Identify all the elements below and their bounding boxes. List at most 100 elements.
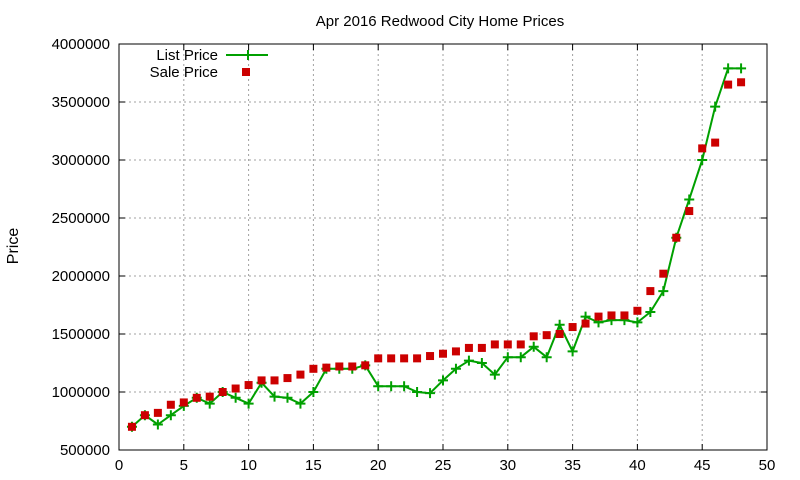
data-point-plus <box>515 352 526 363</box>
data-point-square <box>555 330 564 338</box>
legend-label-sale-price: Sale Price <box>150 64 218 81</box>
y-tick-label: 1000000 <box>52 384 110 401</box>
data-point-plus <box>502 352 513 363</box>
axes <box>118 43 768 451</box>
data-point-square <box>270 376 279 385</box>
data-point-square <box>140 411 149 420</box>
data-point-square <box>633 306 642 315</box>
data-point-square <box>529 332 538 341</box>
data-point-square <box>218 388 227 396</box>
data-point-plus <box>554 319 565 330</box>
data-point-plus <box>541 352 552 363</box>
data-point-plus <box>723 63 734 74</box>
data-point-plus <box>658 286 669 297</box>
data-point-plus <box>567 346 578 357</box>
y-tick-label: 3000000 <box>52 152 110 169</box>
data-point-square <box>400 354 409 363</box>
legend-marker-sale-price <box>242 68 250 76</box>
data-point-square <box>127 422 136 431</box>
data-point-square <box>296 370 305 379</box>
x-tick-label: 45 <box>694 457 711 474</box>
series-layer <box>126 63 747 432</box>
y-tick-label: 2500000 <box>52 210 110 227</box>
series-sale-price <box>127 78 746 431</box>
data-point-square <box>335 362 344 371</box>
data-point-plus <box>463 355 474 366</box>
tick-labels: 0 5 10 15 20 25 30 35 40 45 50 500000 1000000 1500000… <box>52 36 776 474</box>
data-point-plus <box>684 194 695 205</box>
data-point-square <box>672 233 681 242</box>
data-point-plus <box>645 306 656 317</box>
y-tick-label: 3500000 <box>52 94 110 111</box>
data-point-plus <box>152 419 163 430</box>
data-point-plus <box>386 381 397 392</box>
data-point-plus <box>450 363 461 374</box>
data-point-plus <box>269 391 280 402</box>
data-point-square <box>724 80 733 89</box>
data-point-square <box>516 340 525 349</box>
data-point-plus <box>308 387 319 397</box>
data-point-plus <box>736 63 747 74</box>
y-tick-label: 1500000 <box>52 326 110 343</box>
legend: List Price Sale Price <box>150 47 268 81</box>
data-point-square <box>322 363 331 372</box>
data-point-square <box>607 311 616 320</box>
data-point-square <box>490 340 499 349</box>
data-point-square <box>179 398 188 407</box>
data-point-plus <box>373 381 384 392</box>
y-axis-label: Price <box>5 228 22 265</box>
data-point-square <box>477 343 486 352</box>
data-point-plus <box>528 341 539 352</box>
data-point-square <box>464 343 473 352</box>
data-point-plus <box>476 358 487 368</box>
grid <box>119 44 767 450</box>
data-point-square <box>257 376 266 385</box>
data-point-square <box>283 374 292 383</box>
data-point-square <box>426 352 435 361</box>
data-point-square <box>503 340 512 349</box>
data-point-square <box>361 361 370 370</box>
legend-label-list-price: List Price <box>156 47 218 64</box>
data-point-plus <box>425 388 436 399</box>
x-tick-label: 15 <box>305 457 322 474</box>
legend-marker-list-price <box>243 50 253 60</box>
data-point-plus <box>295 398 306 409</box>
data-point-plus <box>243 398 254 409</box>
data-point-plus <box>438 375 448 386</box>
data-point-square <box>698 144 707 153</box>
x-tick-label: 10 <box>240 457 257 474</box>
data-point-square <box>231 384 240 393</box>
data-point-square <box>594 312 603 321</box>
data-point-square <box>309 364 318 373</box>
data-point-plus <box>399 381 410 392</box>
data-point-plus <box>165 410 176 421</box>
data-point-plus <box>282 392 293 403</box>
data-point-square <box>568 323 577 332</box>
data-point-square <box>581 319 590 328</box>
data-point-square <box>374 354 383 363</box>
data-point-square <box>737 78 746 87</box>
data-point-square <box>413 354 422 363</box>
series-list-price <box>126 63 747 432</box>
data-point-plus <box>710 101 721 112</box>
data-point-square <box>439 349 447 358</box>
data-point-square <box>620 311 629 320</box>
x-tick-label: 50 <box>759 457 776 474</box>
data-point-square <box>166 400 175 409</box>
data-point-plus <box>230 392 241 403</box>
data-point-square <box>659 269 668 278</box>
series-line <box>131 67 742 428</box>
data-point-square <box>711 138 720 147</box>
x-tick-label: 25 <box>435 457 452 474</box>
y-tick-label: 500000 <box>60 442 110 459</box>
data-point-square <box>348 362 357 371</box>
x-tick-label: 20 <box>370 457 387 474</box>
data-point-square <box>685 207 694 216</box>
data-point-square <box>542 331 551 340</box>
data-point-square <box>646 287 655 296</box>
x-tick-label: 5 <box>180 457 188 474</box>
data-point-plus <box>412 387 423 397</box>
data-point-square <box>205 392 214 401</box>
x-tick-label: 30 <box>499 457 516 474</box>
